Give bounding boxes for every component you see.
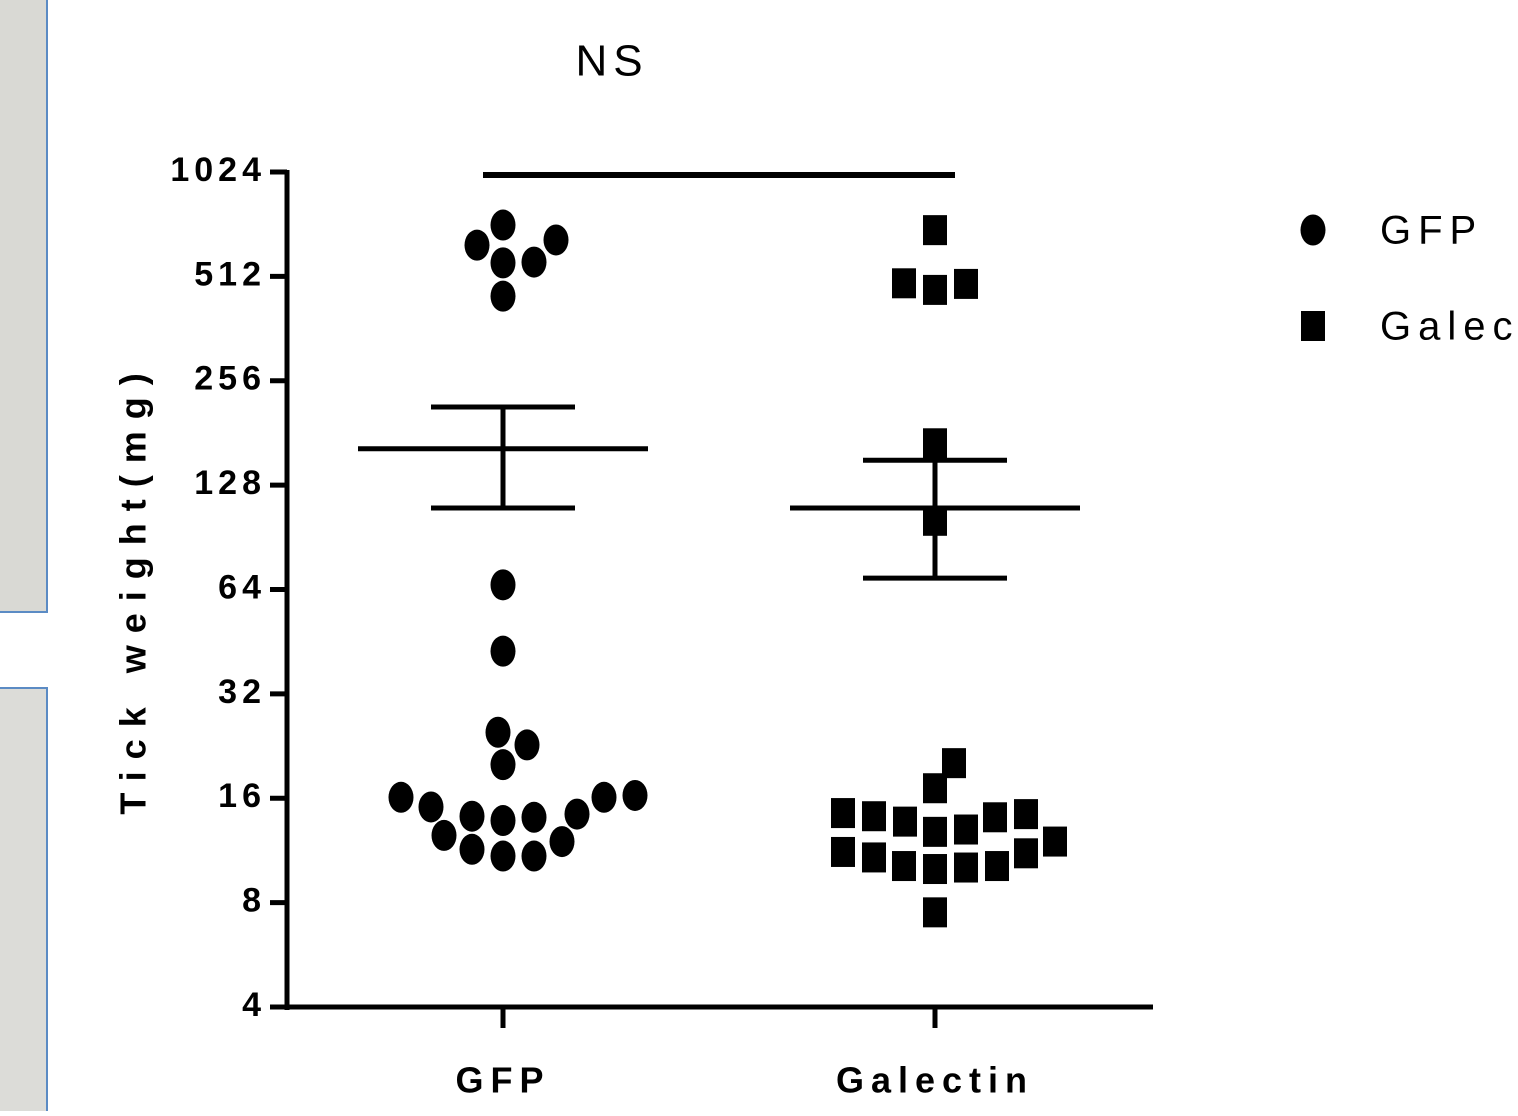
- data-point: [892, 268, 916, 299]
- data-point: [1014, 799, 1038, 830]
- data-point: [490, 805, 516, 837]
- data-point: [923, 773, 947, 804]
- data-point: [521, 801, 547, 833]
- data-point: [1043, 826, 1067, 857]
- data-point: [459, 833, 485, 865]
- data-point: [1014, 838, 1038, 869]
- y-tick-label: 4: [242, 986, 266, 1024]
- data-point: [831, 798, 855, 829]
- data-point: [923, 897, 947, 928]
- data-point: [564, 798, 590, 830]
- data-point: [549, 826, 575, 858]
- data-point: [1301, 311, 1325, 341]
- y-tick-label: 64: [218, 568, 266, 606]
- x-tick-label: Galectin: [836, 1060, 1034, 1101]
- y-tick-label: 512: [194, 255, 266, 293]
- data-point: [490, 635, 516, 667]
- data-point: [923, 274, 947, 305]
- y-tick-label: 16: [218, 777, 266, 815]
- y-tick-label: 256: [194, 360, 266, 398]
- data-point: [490, 247, 516, 279]
- data-point: [954, 852, 978, 883]
- data-point: [514, 729, 540, 761]
- data-point: [418, 791, 444, 823]
- data-point: [464, 229, 490, 261]
- data-point: [490, 209, 516, 241]
- y-axis-label: Tick weight(mg): [113, 361, 154, 814]
- legend-label: Galectin: [1380, 305, 1518, 349]
- x-tick-label: GFP: [455, 1060, 550, 1101]
- data-point: [862, 801, 886, 832]
- data-point: [490, 569, 516, 601]
- data-point: [893, 806, 917, 837]
- data-point: [543, 224, 569, 256]
- y-tick-label: 8: [242, 882, 266, 920]
- significance-label: NS: [575, 37, 648, 86]
- data-point: [923, 215, 947, 246]
- data-point: [954, 268, 978, 299]
- data-point: [923, 428, 947, 459]
- data-point: [521, 246, 547, 278]
- data-point: [983, 802, 1007, 833]
- data-point: [591, 781, 617, 813]
- data-point: [485, 716, 511, 748]
- data-point: [388, 781, 414, 813]
- data-point: [521, 840, 547, 872]
- data-point: [490, 749, 516, 781]
- legend-label: GFP: [1380, 209, 1483, 253]
- data-point: [622, 779, 648, 811]
- data-point: [942, 748, 966, 779]
- data-point: [431, 819, 457, 851]
- y-tick-label: 128: [194, 464, 266, 502]
- data-point: [954, 814, 978, 845]
- y-tick-label: 1024: [170, 151, 266, 189]
- data-point: [862, 842, 886, 873]
- data-point: [490, 280, 516, 312]
- data-point: [892, 851, 916, 882]
- photo-fragment: [0, 0, 48, 613]
- data-point: [923, 816, 947, 847]
- photo-fragment: [0, 687, 48, 1116]
- data-point: [923, 854, 947, 885]
- data-point: [985, 851, 1009, 882]
- y-tick-label: 32: [218, 673, 266, 711]
- data-point: [459, 800, 485, 832]
- data-point: [490, 840, 516, 872]
- data-point: [1300, 214, 1326, 246]
- data-point: [831, 836, 855, 867]
